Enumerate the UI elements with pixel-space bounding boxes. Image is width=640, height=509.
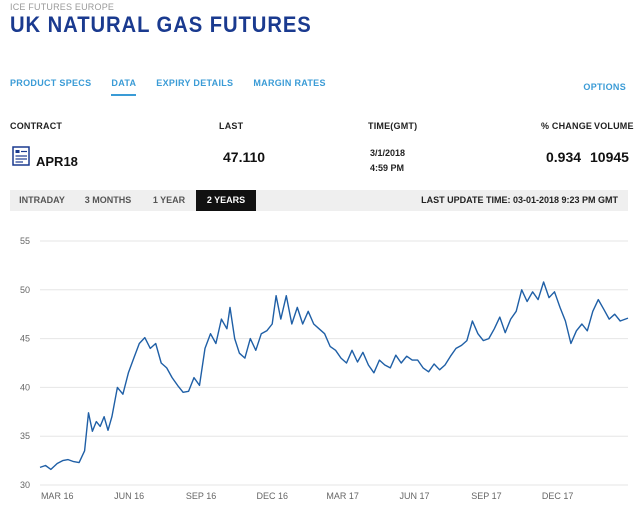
- options-link[interactable]: OPTIONS: [583, 82, 626, 92]
- exchange-label: ICE FUTURES EUROPE: [10, 2, 115, 12]
- x-tick-label: JUN 16: [114, 491, 144, 501]
- y-tick-label: 40: [20, 382, 30, 392]
- trade-date: 3/1/2018: [370, 148, 406, 158]
- x-tick-label: JUN 17: [400, 491, 430, 501]
- header-volume: VOLUME: [594, 121, 634, 131]
- volume-value: 10945: [590, 149, 629, 165]
- contract-name[interactable]: APR18: [36, 154, 78, 169]
- y-tick-label: 55: [20, 236, 30, 246]
- x-tick-label: MAR 16: [41, 491, 74, 501]
- y-tick-label: 45: [20, 334, 30, 344]
- y-tick-label: 35: [20, 431, 30, 441]
- last-update-time: LAST UPDATE TIME: 03-01-2018 9:23 PM GMT: [421, 195, 618, 205]
- range-2-years-button[interactable]: 2 YEARS: [196, 190, 256, 211]
- header-time: TIME(GMT): [368, 121, 418, 131]
- tab-data[interactable]: DATA: [111, 78, 137, 96]
- y-tick-label: 50: [20, 285, 30, 295]
- x-tick-label: MAR 17: [326, 491, 359, 501]
- x-tick-label: DEC 16: [256, 491, 288, 501]
- contract-document-icon: [12, 146, 30, 166]
- trade-time: 3/1/2018 4:59 PM: [370, 146, 405, 176]
- percent-change: 0.934: [546, 149, 582, 165]
- tab-expiry-details[interactable]: EXPIRY DETAILS: [156, 78, 234, 88]
- range-1-year-button[interactable]: 1 YEAR: [152, 195, 186, 205]
- product-tabs: PRODUCT SPECS DATA EXPIRY DETAILS MARGIN…: [10, 78, 326, 96]
- y-tick-label: 30: [20, 480, 30, 490]
- price-line-chart: 55 50 45 40 35 30 MAR 16 JUN 16 SEP 16 DEC 16 MAR …: [20, 236, 629, 501]
- header-last: LAST: [219, 121, 244, 131]
- header-contract: CONTRACT: [10, 121, 63, 131]
- page-title: UK NATURAL GAS FUTURES: [10, 12, 312, 37]
- price-series-line: [39, 281, 629, 471]
- tab-product-specs[interactable]: PRODUCT SPECS: [10, 78, 92, 88]
- range-3-months-button[interactable]: 3 MONTHS: [84, 195, 132, 205]
- range-selector-bar: INTRADAY 3 MONTHS 1 YEAR 2 YEARS LAST UP…: [10, 190, 628, 211]
- trade-time-value: 4:59 PM: [370, 163, 405, 173]
- last-price: 47.110: [223, 149, 266, 165]
- x-tick-label: SEP 16: [186, 491, 216, 501]
- x-tick-label: SEP 17: [471, 491, 501, 501]
- x-tick-label: DEC 17: [542, 491, 574, 501]
- header-change: % CHANGE: [541, 121, 593, 131]
- tab-margin-rates[interactable]: MARGIN RATES: [253, 78, 326, 88]
- range-intraday-button[interactable]: INTRADAY: [19, 195, 65, 205]
